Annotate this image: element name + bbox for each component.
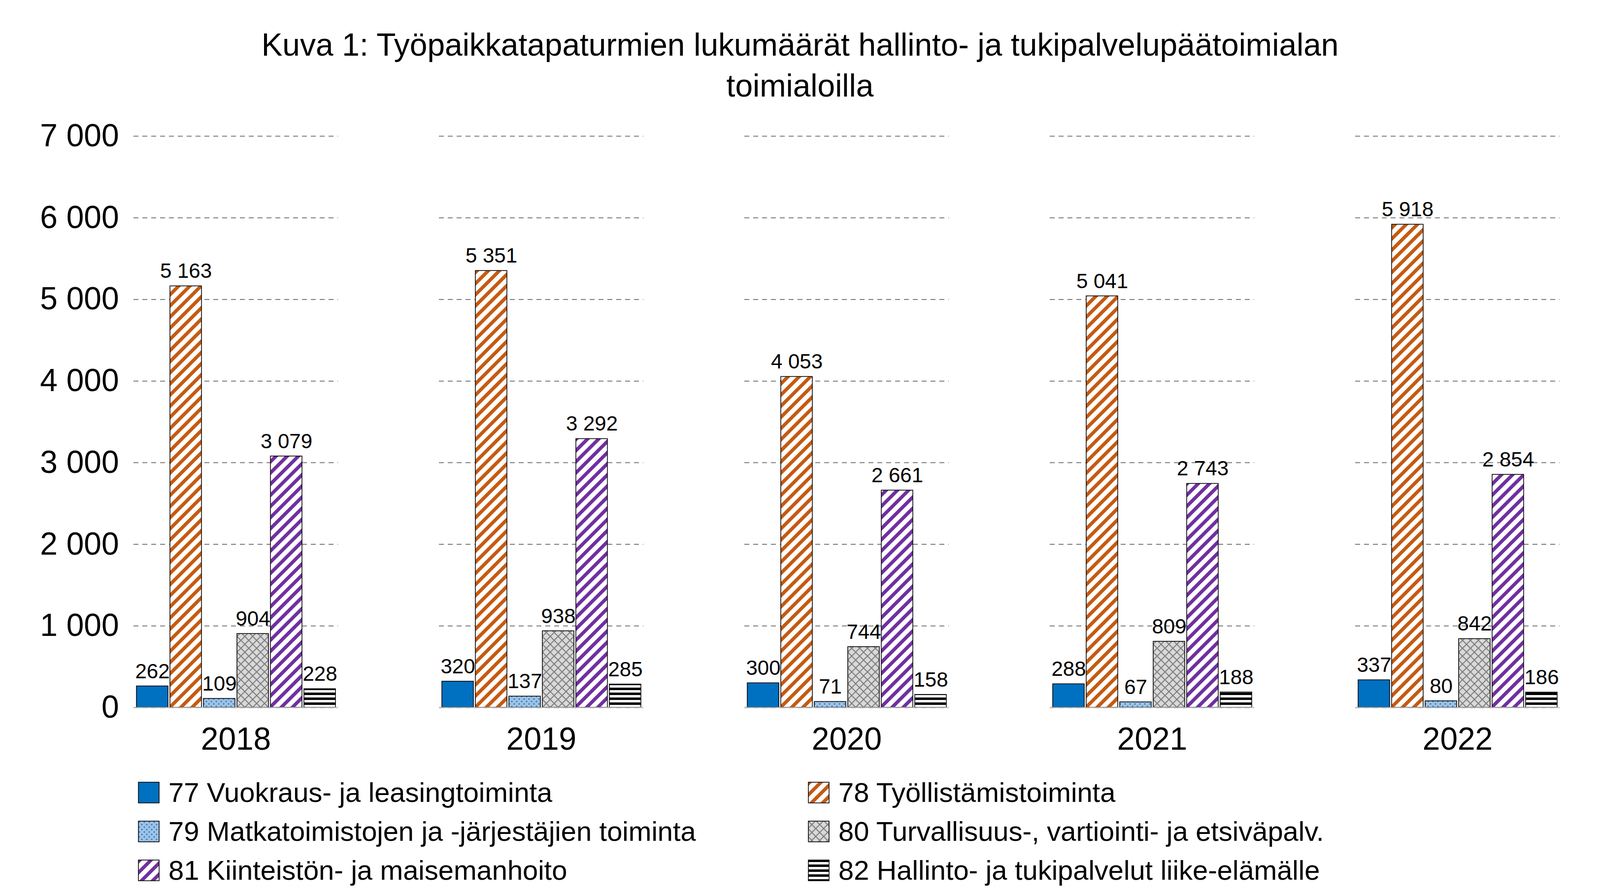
svg-text:5 163: 5 163 (160, 259, 212, 283)
html-text:Kuva 1: Työpaikkatapaturmien l: Kuva 1: Työpaikkatapaturmien lukumäärät … (261, 27, 1339, 104)
svg-text:4 000: 4 000 (39, 362, 119, 399)
svg-text:7 000: 7 000 (39, 117, 119, 154)
svg-text:4 053: 4 053 (770, 350, 823, 374)
svg-text:300: 300 (745, 656, 781, 680)
svg-text:6 000: 6 000 (39, 199, 119, 235)
svg-text:71: 71 (818, 675, 842, 699)
svg-text:744: 744 (846, 620, 881, 644)
svg-text:2018: 2018 (200, 721, 271, 757)
svg-text:5 000: 5 000 (39, 281, 119, 317)
svg-text:2 000: 2 000 (39, 526, 119, 562)
svg-text:137: 137 (507, 669, 542, 694)
svg-text:2 854: 2 854 (1482, 447, 1534, 471)
html-text:81 Kiinteistön- ja maisemanhoi: 81 Kiinteistön- ja maisemanhoito (168, 854, 568, 886)
svg-text:262: 262 (134, 659, 170, 683)
svg-text:5 041: 5 041 (1076, 269, 1129, 293)
html-text:82 Hallinto- ja tukipalvelut l: 82 Hallinto- ja tukipalvelut liike-elämä… (838, 854, 1320, 886)
svg-text:2022: 2022 (1422, 721, 1493, 757)
svg-text:337: 337 (1356, 653, 1392, 677)
svg-text:80: 80 (1429, 674, 1453, 698)
svg-text:2020: 2020 (811, 721, 882, 757)
svg-text:188: 188 (1218, 665, 1254, 689)
html-text:79 Matkatoimistojen ja -järjes: 79 Matkatoimistojen ja -järjestäjien toi… (168, 815, 696, 847)
svg-text:5 918: 5 918 (1381, 198, 1434, 222)
svg-text:938: 938 (540, 604, 576, 628)
svg-text:285: 285 (607, 657, 643, 681)
svg-text:3 292: 3 292 (566, 412, 618, 436)
svg-text:320: 320 (440, 654, 475, 678)
svg-text:3 079: 3 079 (260, 429, 313, 453)
svg-text:904: 904 (235, 607, 270, 631)
svg-text:2 661: 2 661 (871, 463, 924, 487)
svg-text:109: 109 (201, 671, 237, 696)
svg-text:2019: 2019 (506, 721, 577, 757)
svg-text:67: 67 (1124, 675, 1148, 699)
svg-text:288: 288 (1051, 657, 1086, 681)
svg-text:3 000: 3 000 (39, 444, 119, 480)
html-text:80 Turvallisuus-, vartiointi-: 80 Turvallisuus-, vartiointi- ja etsiväp… (838, 815, 1324, 847)
svg-text:1 000: 1 000 (39, 607, 119, 644)
svg-text:5 351: 5 351 (465, 244, 518, 268)
svg-text:158: 158 (913, 667, 948, 692)
svg-text:2021: 2021 (1117, 721, 1188, 757)
svg-text:0: 0 (101, 689, 120, 725)
html-text:78 Työllistämistoiminta: 78 Työllistämistoiminta (838, 777, 1116, 809)
svg-text:228: 228 (302, 662, 337, 686)
svg-text:2 743: 2 743 (1176, 457, 1229, 481)
svg-text:842: 842 (1457, 612, 1492, 636)
svg-text:186: 186 (1524, 665, 1559, 689)
html-text:77 Vuokraus- ja leasingtoimint: 77 Vuokraus- ja leasingtoiminta (168, 777, 553, 809)
svg-text:809: 809 (1151, 614, 1187, 638)
